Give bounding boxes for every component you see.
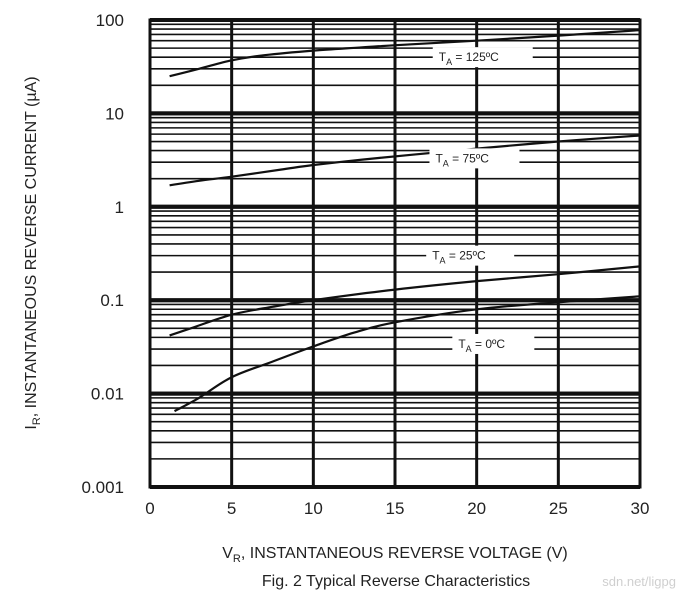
curve-label-rest: = 0ºC (472, 337, 506, 351)
curve-label-text: TA = 0ºC (458, 337, 505, 354)
curve-label-main: T (435, 151, 443, 165)
y-tick-label: 10 (105, 104, 124, 123)
y-axis-title: IR, INSTANTANEOUS REVERSE CURRENT (µA) (23, 76, 43, 429)
plot-frame (148, 18, 642, 489)
curve-label-0: TA = 125ºC (432, 47, 533, 68)
curve-label-rest: = 75ºC (449, 151, 489, 165)
y-tick-label: 0.01 (91, 385, 124, 404)
y-tick-label: 0.1 (100, 291, 124, 310)
x-tick-label: 20 (467, 499, 486, 518)
curve-label-box (452, 333, 535, 354)
x-tick-label: 15 (386, 499, 405, 518)
watermark: sdn.net/ligpg (602, 574, 676, 589)
y-axis-title-sub: R (31, 417, 43, 425)
curve-label-main: T (458, 337, 466, 351)
curve-label-3: TA = 0ºC (452, 333, 535, 354)
x-tick-label: 25 (549, 499, 568, 518)
curve-label-text: TA = 125ºC (439, 50, 499, 67)
curve-label-box (432, 47, 533, 68)
curve-label-main: T (439, 50, 447, 64)
x-tick-label: 0 (145, 499, 154, 518)
curve-label-text: TA = 25ºC (432, 249, 486, 266)
x-tick-label: 10 (304, 499, 323, 518)
x-tick-labels: 0 5 10 15 20 25 30 (145, 499, 649, 518)
curve-label-box (426, 245, 515, 266)
y-tick-label: 100 (96, 11, 124, 30)
curve-label-rest: = 25ºC (446, 249, 486, 263)
curve-label-1: TA = 75ºC (429, 148, 520, 169)
curve-label-sub: A (446, 57, 452, 67)
curve-label-rest: = 125ºC (452, 50, 499, 64)
x-axis-title-sub: R (233, 553, 241, 565)
x-tick-label: 30 (631, 499, 650, 518)
y-tick-label: 1 (115, 198, 124, 217)
curve-label-sub: A (443, 158, 449, 168)
y-axis-title-main: I (23, 425, 40, 429)
curve-series-1 (169, 134, 641, 187)
curve-label-box (429, 148, 520, 169)
x-axis-title-rest: , INSTANTANEOUS REVERSE VOLTAGE (V) (241, 545, 568, 562)
curve-label-sub: A (440, 256, 446, 266)
curve-series-2 (169, 265, 641, 337)
curve-label-2: TA = 25ºC (426, 245, 515, 266)
x-tick-label: 5 (227, 499, 236, 518)
curve-series-0 (169, 29, 641, 78)
curve-label-main: T (432, 249, 440, 263)
x-axis-title: VR, INSTANTANEOUS REVERSE VOLTAGE (V) (222, 545, 568, 565)
y-tick-labels: 0.001 0.01 0.1 1 10 100 (81, 11, 124, 497)
curve-label-sub: A (466, 344, 472, 354)
figure-caption: Fig. 2 Typical Reverse Characteristics (262, 573, 530, 590)
y-axis-title-rest: , INSTANTANEOUS REVERSE CURRENT (µA) (23, 76, 40, 417)
y-tick-label: 0.001 (81, 478, 124, 497)
curves (169, 29, 641, 413)
x-axis-title-main: V (222, 545, 233, 562)
curve-series-3 (173, 295, 641, 413)
curve-label-text: TA = 75ºC (435, 151, 489, 168)
